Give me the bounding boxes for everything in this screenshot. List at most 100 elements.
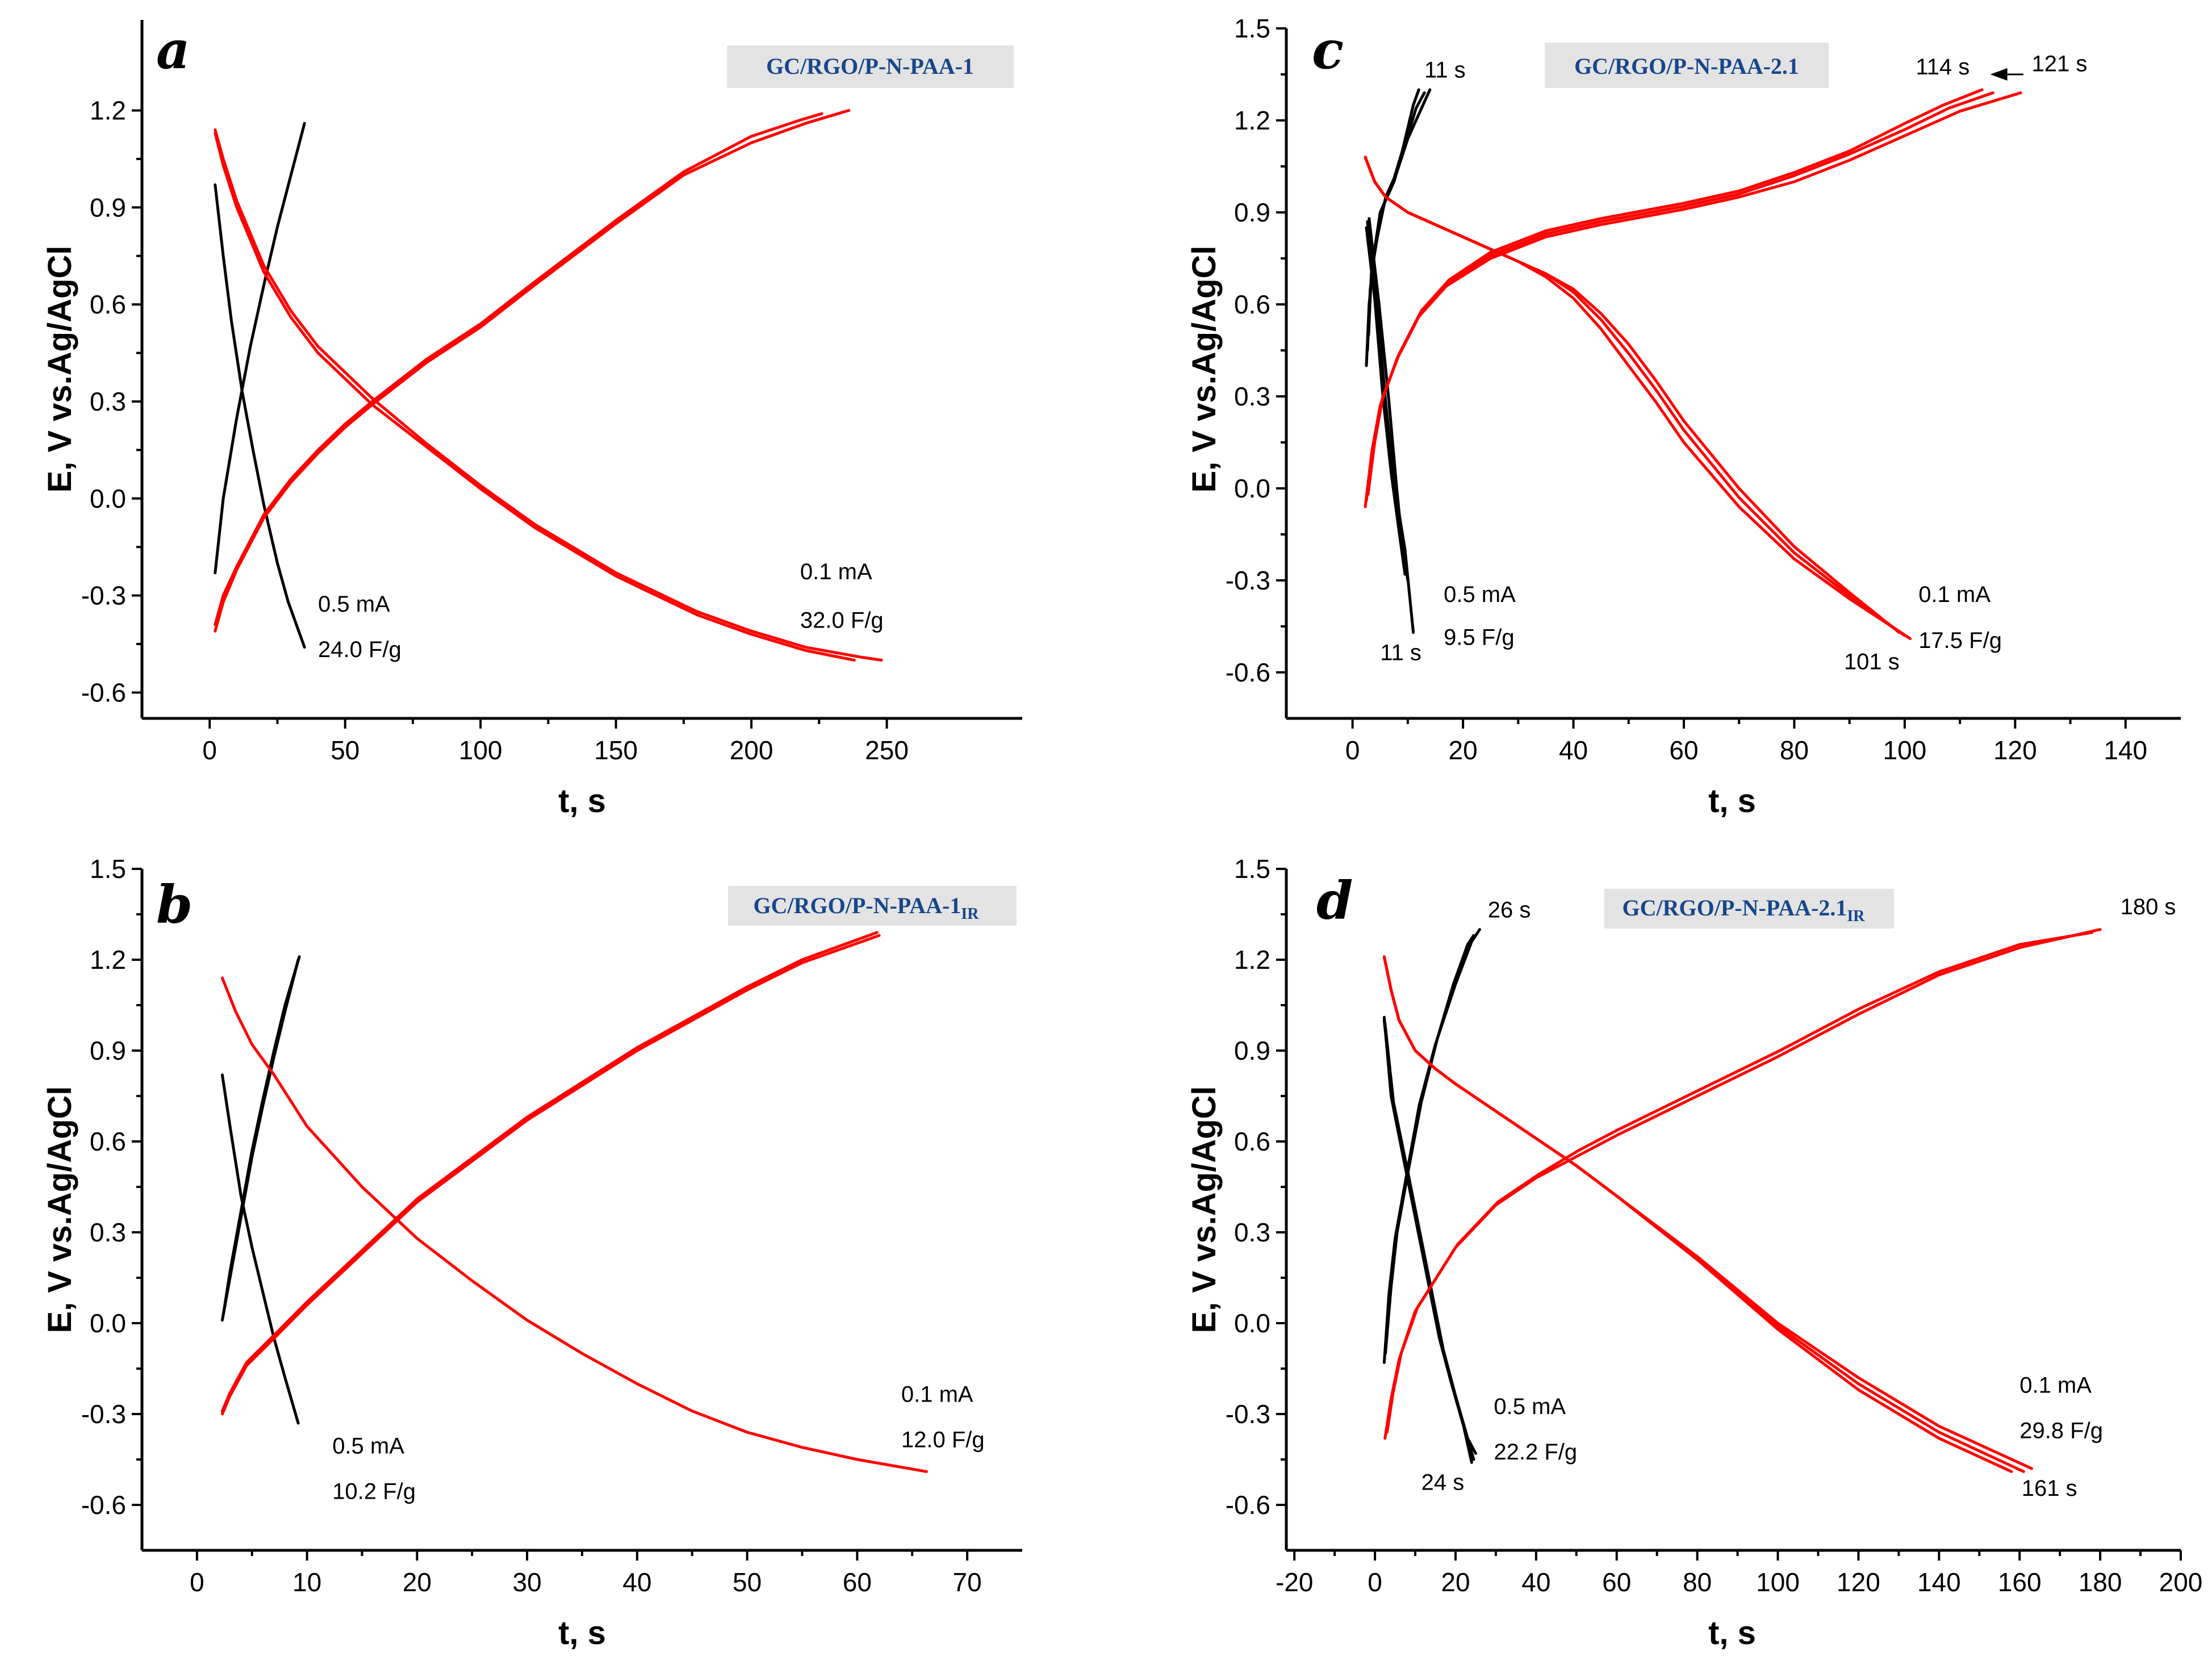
y-tick-label: 1.5 — [90, 854, 126, 884]
y-tick-label: 0.3 — [90, 387, 126, 416]
series-line — [1384, 934, 1475, 1355]
panel-letter: b — [156, 874, 193, 935]
y-tick-label: -0.3 — [1226, 566, 1270, 595]
series-line — [220, 976, 928, 1473]
x-tick-label: 30 — [513, 1567, 542, 1597]
legend-box — [1604, 889, 1894, 928]
x-tick-label: 20 — [403, 1567, 432, 1597]
annotation-label: 26 s — [1488, 897, 1531, 922]
y-tick-label: -0.3 — [81, 1399, 126, 1429]
x-tick-label: 20 — [1441, 1567, 1470, 1597]
annotation-label: 24.0 F/g — [318, 637, 402, 662]
annotation-label: 9.5 F/g — [1444, 625, 1515, 650]
x-tick-label: 10 — [292, 1567, 321, 1597]
series-line — [1385, 931, 2094, 1434]
annotation-label: 24 s — [1421, 1470, 1465, 1495]
annotation-label: 161 s — [2022, 1476, 2077, 1501]
y-tick-label: -0.6 — [1226, 658, 1270, 687]
x-tick-label: 140 — [1917, 1567, 1961, 1597]
series-line — [214, 108, 851, 633]
legend-box — [728, 886, 1017, 926]
annotation-label: 29.8 F/g — [2019, 1419, 2103, 1444]
x-tick-label: 100 — [459, 735, 503, 765]
y-tick-label: 0.6 — [90, 1127, 126, 1156]
annotation-label: 0.1 mA — [2019, 1373, 2092, 1398]
x-tick-label: 0 — [1368, 1567, 1382, 1597]
series-line — [220, 931, 879, 1413]
series-line — [1382, 955, 2033, 1470]
annotation-label: 101 s — [1844, 650, 1900, 675]
y-tick-label: 1.5 — [1234, 854, 1270, 884]
y-tick-label: 0.9 — [1234, 198, 1270, 227]
y-tick-label: 0.6 — [1234, 1127, 1270, 1156]
y-tick-label: -0.3 — [1226, 1399, 1270, 1429]
y-axis-label: E, V vs.Ag/AgCl — [1186, 1086, 1223, 1333]
x-tick-label: 60 — [1602, 1567, 1631, 1597]
annotation-label: 114 s — [1916, 55, 1970, 80]
series-line — [1364, 156, 1901, 634]
annotation-label: 0.1 mA — [800, 559, 872, 584]
annotation-label: 32.0 F/g — [800, 608, 884, 633]
panel-letter: c — [1312, 19, 1344, 81]
y-tick-label: 1.2 — [1234, 945, 1270, 974]
x-tick-label: 200 — [730, 735, 773, 765]
y-tick-label: -0.6 — [1226, 1490, 1270, 1520]
x-tick-label: 150 — [594, 735, 638, 765]
annotation-label: 0.1 mA — [1918, 582, 1991, 607]
x-tick-label: 100 — [1883, 735, 1927, 765]
panel-c: -0.6 -0.3 0.0 0.3 0.6 0.9 1.2 1.5 0 20 40 60 80 100 12… — [1186, 14, 2181, 819]
x-tick-label: 0 — [190, 1567, 204, 1597]
annotation-label: 0.5 mA — [1494, 1394, 1566, 1419]
y-axis-label: E, V vs.Ag/AgCl — [41, 1086, 78, 1333]
series-line — [214, 122, 306, 575]
y-tick-label: -0.3 — [81, 581, 126, 610]
annotation-label: 180 s — [2121, 894, 2176, 919]
y-axis-label: E, V vs.Ag/AgCl — [41, 245, 78, 492]
x-tick-label: 80 — [1780, 735, 1809, 765]
y-tick-label: 0.0 — [90, 484, 126, 513]
annotation-label: 10.2 F/g — [332, 1479, 416, 1504]
legend-box — [727, 45, 1014, 88]
y-tick-label: 1.2 — [90, 945, 126, 974]
y-tick-label: 0.3 — [1234, 382, 1270, 411]
panel-d: -0.6 -0.3 0.0 0.3 0.6 0.9 1.2 1.5 -20 0 20 40 60 80 10… — [1186, 854, 2202, 1651]
y-tick-label: 1.2 — [90, 95, 126, 125]
y-tick-label: 0.6 — [90, 290, 126, 319]
y-tick-label: 1.2 — [1234, 106, 1270, 135]
x-tick-label: 250 — [865, 735, 909, 765]
x-tick-label: 40 — [1559, 735, 1588, 765]
y-tick-label: -0.6 — [81, 1490, 126, 1520]
annotation-label: 0.5 mA — [332, 1433, 404, 1458]
legend-label: GC/RGO/P-N-PAA-2.1IR — [1623, 895, 1866, 925]
legend-label: GC/RGO/P-N-PAA-1 — [766, 53, 974, 79]
y-tick-label: 0.0 — [90, 1308, 126, 1338]
annotation-label: 22.2 F/g — [1494, 1440, 1577, 1465]
series-line — [1382, 955, 2013, 1473]
panel-b: -0.6 -0.3 0.0 0.3 0.6 0.9 1.2 1.5 0 10 20 30 40 50 60 7… — [41, 854, 1022, 1651]
x-tick-label: 60 — [843, 1567, 872, 1597]
panel-a: -0.6 -0.3 0.0 0.3 0.6 0.9 1.2 0 50 100 150 200 250 t,… — [41, 19, 1022, 819]
x-tick-label: 50 — [733, 1567, 762, 1597]
annotation-label: 11 s — [1424, 57, 1466, 82]
annotation-arrowhead — [1990, 68, 2008, 81]
x-axis-label: t, s — [1708, 783, 1756, 819]
annotation-label: 0.5 mA — [1444, 582, 1516, 607]
annotation-label: 0.5 mA — [318, 592, 390, 617]
series-line — [1383, 1022, 1477, 1455]
y-tick-label: 0.9 — [90, 193, 126, 222]
series-line — [220, 958, 300, 1322]
x-tick-label: 200 — [2159, 1567, 2203, 1597]
series-line — [1365, 91, 1994, 503]
y-tick-label: 0.3 — [1234, 1218, 1270, 1247]
y-tick-label: -0.6 — [81, 677, 126, 707]
annotation-label: 17.5 F/g — [1918, 628, 2002, 653]
y-tick-label: 0.0 — [1234, 474, 1270, 503]
y-tick-label: 1.5 — [1234, 14, 1270, 43]
series-line — [1368, 217, 1410, 582]
series-line — [1382, 955, 2025, 1473]
x-tick-label: 40 — [1521, 1567, 1550, 1597]
x-axis-label: t, s — [1708, 1615, 1756, 1651]
y-tick-label: 0.6 — [1234, 290, 1270, 319]
series-line — [214, 112, 823, 626]
